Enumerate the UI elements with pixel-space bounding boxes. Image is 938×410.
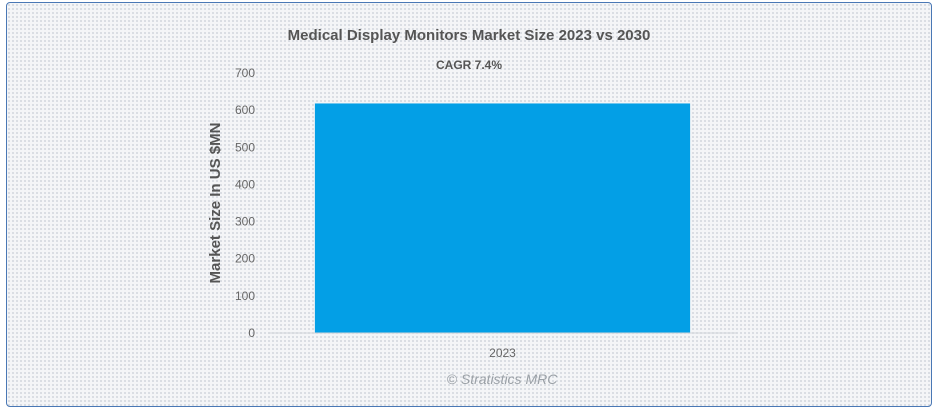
chart-subtitle: CAGR 7.4%: [436, 58, 502, 72]
x-axis-ticks: 2023: [489, 346, 516, 360]
bar-2023[interactable]: [314, 103, 691, 333]
credit-text: © Stratistics MRC: [447, 371, 559, 387]
y-tick-label: 300: [235, 215, 255, 229]
y-tick-label: 500: [235, 140, 255, 154]
chart-title: Medical Display Monitors Market Size 202…: [288, 27, 651, 44]
y-tick-label: 600: [235, 103, 255, 117]
y-tick-label: 200: [235, 252, 255, 266]
y-axis-label: Market Size In US $MN: [207, 123, 224, 284]
y-axis-ticks: 0 100 200 300 400 500 600 700: [235, 66, 255, 340]
y-tick-label: 100: [235, 289, 255, 303]
x-tick-label: 2023: [489, 346, 516, 360]
y-tick-label: 400: [235, 177, 255, 191]
y-tick-label: 700: [235, 66, 255, 80]
y-tick-label: 0: [248, 326, 255, 340]
bars: [314, 103, 691, 333]
